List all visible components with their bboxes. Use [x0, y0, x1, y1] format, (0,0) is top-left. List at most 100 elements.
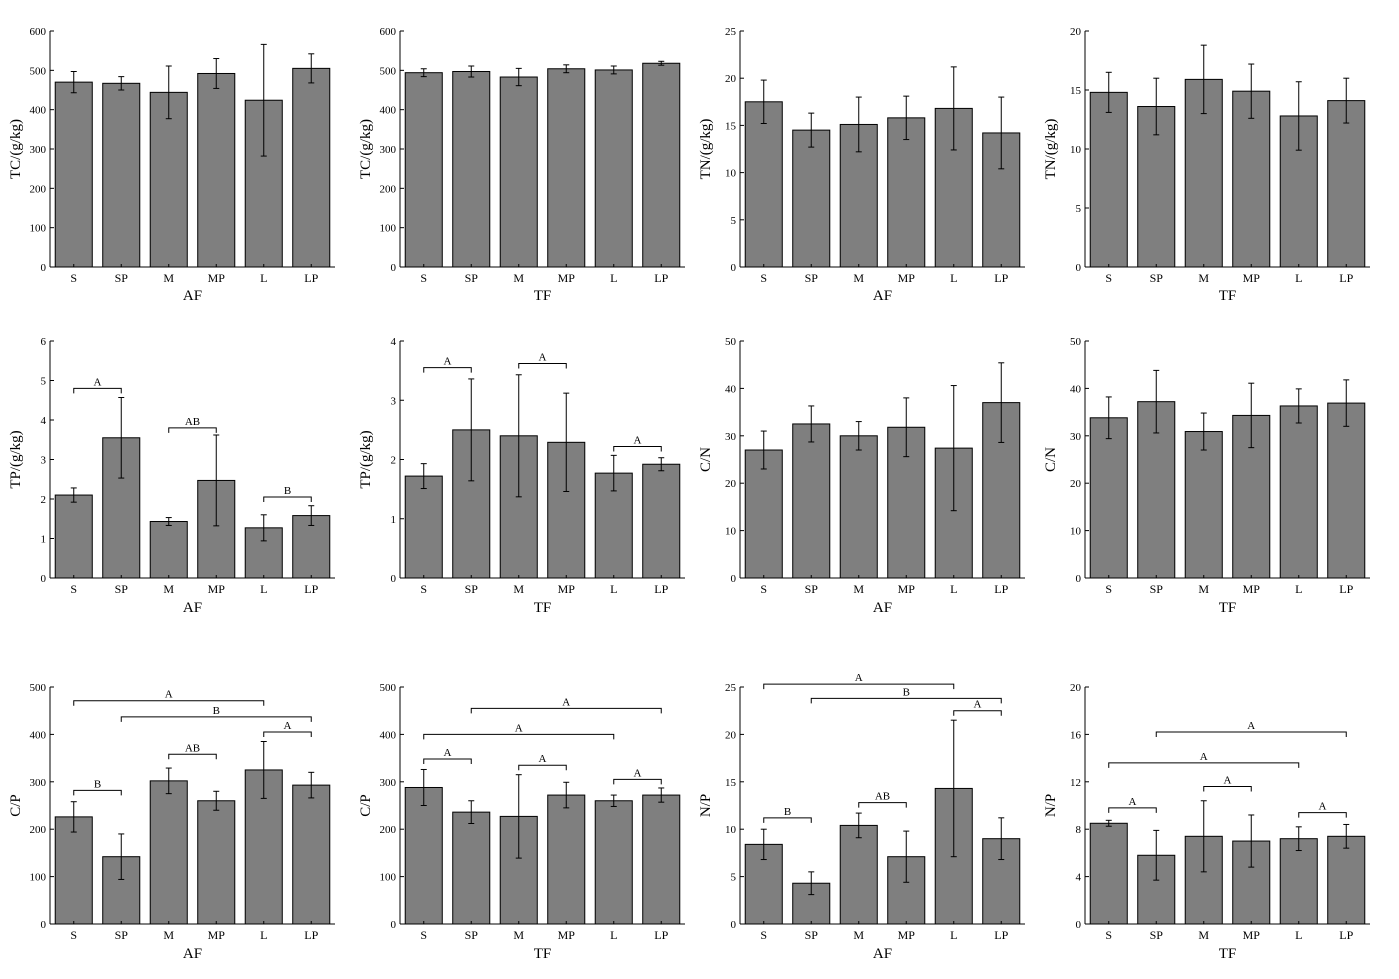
significance-bracket	[763, 683, 955, 690]
y-tick-label: 20	[725, 729, 737, 741]
x-axis-title: AF	[873, 946, 892, 962]
bar	[1089, 417, 1128, 579]
x-tick-label: MP	[898, 582, 916, 596]
y-tick-label: 50	[1070, 336, 1082, 348]
x-tick-label: SP	[805, 928, 819, 942]
x-axis-title: TF	[1219, 600, 1237, 616]
significance-label: A	[562, 696, 570, 708]
significance-label: A	[1319, 801, 1327, 813]
y-tick-label: 12	[1070, 777, 1081, 789]
bar	[1279, 405, 1318, 579]
x-tick-label: S	[760, 582, 767, 596]
x-tick-label: S	[1105, 582, 1112, 596]
x-tick-label: MP	[1243, 582, 1261, 596]
y-tick-label: 600	[380, 26, 397, 38]
bar	[594, 69, 633, 268]
x-tick-label: LP	[304, 582, 318, 596]
y-tick-label: 200	[30, 183, 47, 195]
x-tick-label: S	[420, 271, 427, 285]
significance-label: B	[284, 485, 291, 497]
y-tick-label: 5	[731, 872, 737, 884]
y-tick-label: 1	[391, 514, 397, 526]
x-tick-label: M	[163, 271, 174, 285]
bar	[404, 475, 443, 579]
significance-bracket	[1298, 812, 1347, 818]
y-tick-label: 6	[41, 336, 47, 348]
x-tick-label: SP	[1150, 928, 1164, 942]
y-tick-label: 200	[380, 183, 397, 195]
significance-bracket	[518, 764, 567, 771]
bar	[1089, 91, 1128, 268]
y-tick-label: 0	[391, 573, 397, 585]
y-tick-label: 400	[380, 729, 397, 741]
significance-label: AB	[185, 416, 200, 428]
significance-label: A	[444, 747, 452, 759]
x-tick-label: M	[513, 928, 524, 942]
y-tick-label: 15	[725, 120, 737, 132]
x-tick-label: MP	[558, 582, 576, 596]
y-tick-label: 15	[1070, 85, 1082, 97]
y-tick-label: 3	[41, 455, 47, 467]
significance-label: A	[1224, 775, 1232, 787]
significance-bracket	[470, 707, 662, 714]
y-tick-label: 25	[725, 26, 737, 38]
y-tick-label: 0	[41, 262, 47, 274]
y-tick-label: 5	[41, 376, 47, 388]
bar	[499, 76, 538, 268]
bar	[404, 72, 443, 268]
significance-bracket	[613, 445, 662, 452]
x-tick-label: M	[1198, 271, 1209, 285]
y-axis-title: TN/(g/kg)	[698, 119, 714, 180]
y-tick-label: 0	[731, 573, 737, 585]
significance-label: A	[634, 434, 642, 446]
y-tick-label: 600	[30, 26, 47, 38]
bar	[594, 800, 633, 925]
bar	[1327, 402, 1366, 579]
y-tick-label: 4	[391, 336, 397, 348]
y-tick-label: 30	[1070, 431, 1082, 443]
x-tick-label: S	[1105, 928, 1112, 942]
significance-bracket	[120, 716, 312, 722]
significance-label: A	[539, 352, 547, 364]
y-tick-label: 0	[1076, 919, 1082, 931]
x-tick-label: LP	[304, 928, 318, 942]
y-axis-title: TP/(g/kg)	[8, 430, 24, 488]
x-tick-label: SP	[805, 271, 819, 285]
x-tick-label: LP	[994, 271, 1008, 285]
bar	[452, 71, 491, 268]
x-tick-label: M	[853, 271, 864, 285]
x-tick-label: S	[70, 271, 77, 285]
bar	[1089, 822, 1128, 925]
y-tick-label: 0	[41, 919, 47, 931]
x-tick-label: MP	[558, 271, 576, 285]
x-tick-label: LP	[654, 271, 668, 285]
chart-panel-2: 0 100 200 300 400 500 600 S SP M MP L LP TF TC/(g/kg)	[358, 26, 685, 304]
y-tick-label: 20	[1070, 478, 1082, 490]
y-axis-title: N/P	[698, 794, 714, 817]
significance-bracket	[73, 700, 265, 706]
y-axis-title: TP/(g/kg)	[358, 430, 374, 488]
x-tick-label: L	[260, 928, 267, 942]
y-tick-label: 15	[725, 777, 737, 789]
y-tick-label: 100	[380, 223, 397, 235]
bar	[54, 494, 93, 579]
x-tick-label: MP	[898, 271, 916, 285]
bar	[744, 101, 783, 268]
y-tick-label: 30	[725, 431, 737, 443]
y-tick-label: 100	[30, 872, 47, 884]
x-tick-label: SP	[115, 582, 129, 596]
x-tick-label: M	[1198, 582, 1209, 596]
significance-bracket	[518, 363, 567, 369]
significance-label: A	[1200, 751, 1208, 763]
significance-label: A	[1247, 720, 1255, 732]
x-tick-label: L	[1295, 271, 1302, 285]
x-tick-label: L	[950, 582, 957, 596]
bar	[54, 816, 93, 925]
significance-label: A	[634, 767, 642, 779]
y-axis-title: TC/(g/kg)	[358, 119, 374, 179]
x-tick-label: L	[260, 271, 267, 285]
y-axis-title: TC/(g/kg)	[8, 119, 24, 179]
x-tick-label: L	[260, 582, 267, 596]
x-tick-label: M	[163, 582, 174, 596]
y-tick-label: 3	[391, 395, 397, 407]
